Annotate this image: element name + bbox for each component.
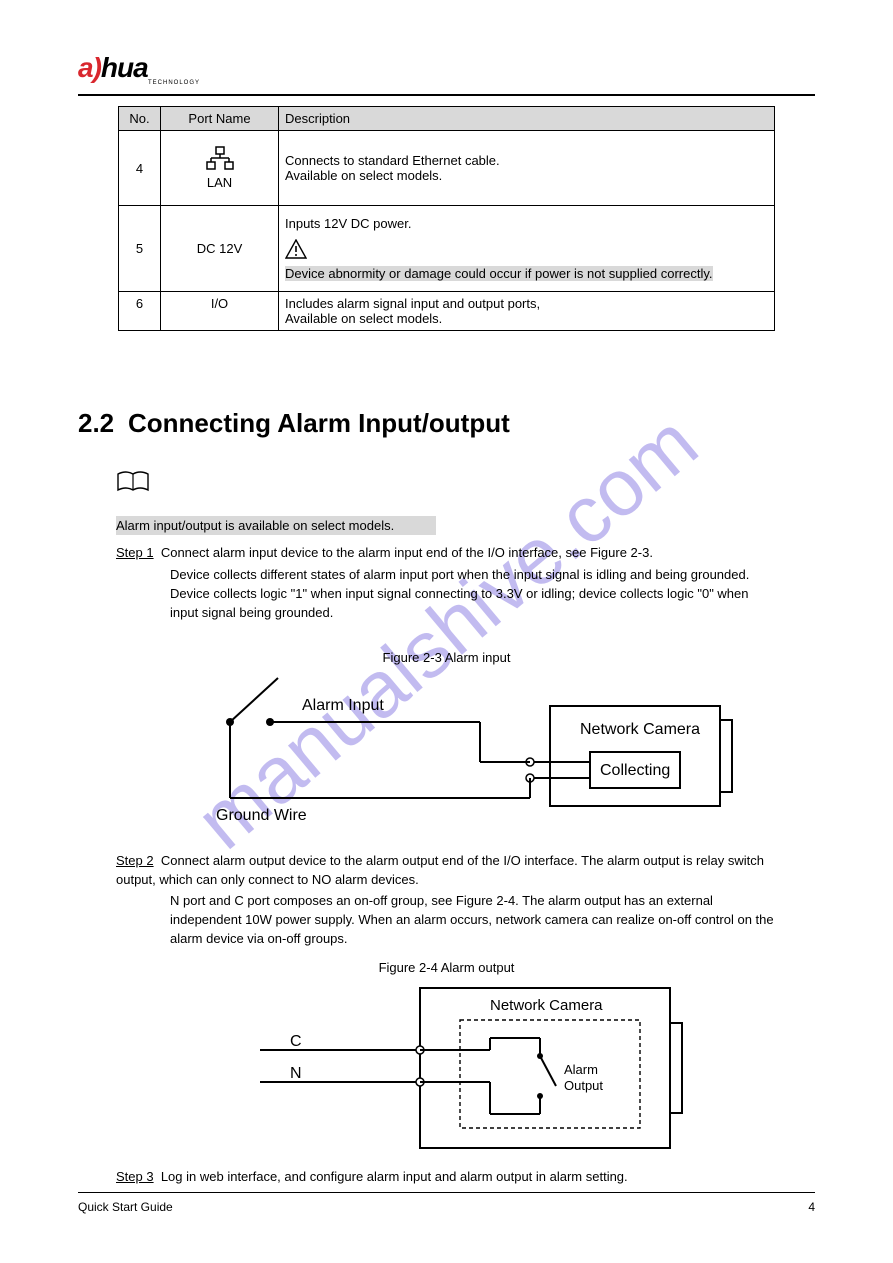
section-number: 2.2	[78, 408, 114, 439]
logo-paren: )	[93, 52, 101, 83]
step2-prefix: Step 2	[116, 853, 154, 868]
cell-port-label: LAN	[167, 175, 272, 190]
logo-hua: hua	[101, 52, 148, 83]
note-text: Alarm input/output is available on selec…	[116, 516, 436, 535]
network-icon	[205, 146, 235, 175]
fig24-caption: Figure 2-4 Alarm output	[0, 960, 893, 975]
cell-desc: Inputs 12V DC power. Device abnormity or…	[279, 206, 775, 292]
fig24-alarm-output-label-2: Output	[564, 1078, 603, 1093]
step3-text: Log in web interface, and configure alar…	[161, 1169, 628, 1184]
step1-text: Connect alarm input device to the alarm …	[161, 545, 653, 560]
fig24-c-label: C	[290, 1033, 302, 1050]
cell-desc: Includes alarm signal input and output p…	[279, 292, 775, 331]
step2-body: N port and C port composes an on-off gro…	[170, 892, 780, 949]
step1-body: Device collects different states of alar…	[170, 566, 780, 623]
fig24-camera-label: Network Camera	[490, 997, 603, 1014]
fig23-camera-label: Network Camera	[580, 721, 700, 738]
fig23: Network Camera Collecting Alarm Input Gr…	[200, 670, 740, 843]
table-header-row: No. Port Name Description	[119, 107, 775, 131]
note-icon	[116, 470, 150, 497]
step2-text: Connect alarm output device to the alarm…	[116, 853, 764, 887]
fig24-n-label: N	[290, 1065, 302, 1082]
fig23-alarm-input-label: Alarm Input	[302, 697, 384, 714]
fig24-alarm-output-label-1: Alarm	[564, 1062, 598, 1077]
step2: Step 2 Connect alarm output device to th…	[116, 852, 776, 890]
fig23-collecting-label: Collecting	[600, 762, 670, 779]
section-title: Connecting Alarm Input/output	[128, 408, 510, 439]
step1-prefix: Step 1	[116, 545, 154, 560]
step3-prefix: Step 3	[116, 1169, 154, 1184]
table-row: 5 DC 12V Inputs 12V DC power.	[119, 206, 775, 292]
logo-subtext: TECHNOLOGY	[148, 80, 200, 86]
th-desc: Description	[279, 107, 775, 131]
desc-top: Inputs 12V DC power.	[285, 216, 768, 231]
th-no: No.	[119, 107, 161, 131]
cell-desc: Connects to standard Ethernet cable. Ava…	[279, 131, 775, 206]
header-rule	[78, 94, 815, 96]
cell-port: LAN	[161, 131, 279, 206]
step3: Step 3 Log in web interface, and configu…	[116, 1168, 776, 1187]
fig23-ground-label: Ground Wire	[216, 807, 307, 824]
logo-a: a	[78, 52, 93, 83]
cell-no: 5	[119, 206, 161, 292]
cell-no: 6	[119, 292, 161, 331]
caution-box: Device abnormity or damage could occur i…	[285, 239, 768, 281]
th-port: Port Name	[161, 107, 279, 131]
footer-rule	[78, 1192, 815, 1193]
cell-port: DC 12V	[161, 206, 279, 292]
page: manualshive.com a)hua TECHNOLOGY No. Por…	[0, 0, 893, 1263]
cell-port: I/O	[161, 292, 279, 331]
step1: Step 1 Connect alarm input device to the…	[116, 544, 776, 563]
footer-right: 4	[808, 1200, 815, 1214]
port-table: No. Port Name Description 4	[118, 106, 775, 331]
fig24: Network Camera C N Alarm Outp	[230, 978, 700, 1161]
brand-logo: a)hua	[78, 52, 148, 84]
fig23-caption: Figure 2-3 Alarm input	[0, 650, 893, 665]
cell-no: 4	[119, 131, 161, 206]
table-row: 6 I/O Includes alarm signal input and ou…	[119, 292, 775, 331]
caution-icon	[285, 239, 307, 262]
caution-text: Device abnormity or damage could occur i…	[285, 266, 713, 281]
footer-left: Quick Start Guide	[78, 1200, 173, 1214]
table-row: 4 LAN Conne	[119, 131, 775, 206]
